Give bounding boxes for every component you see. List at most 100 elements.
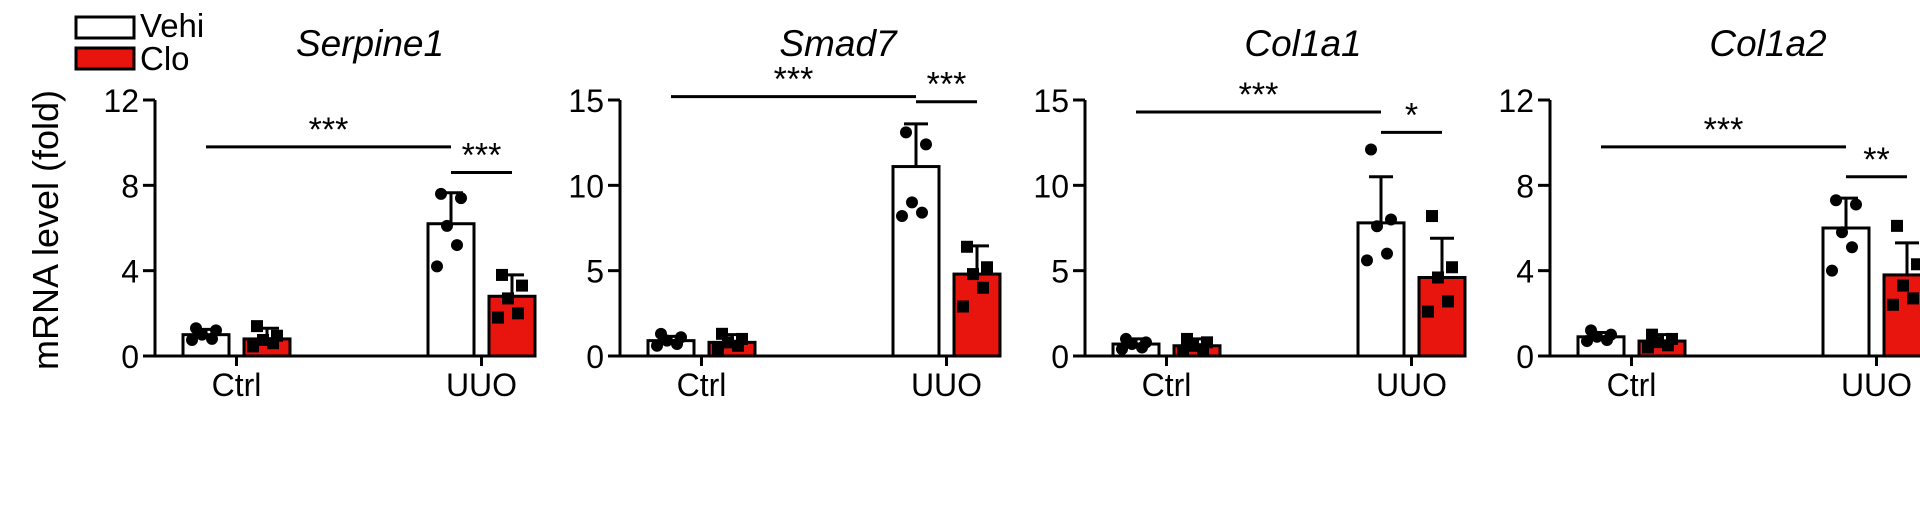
y-tick-label: 12 <box>1498 83 1534 119</box>
y-tick-label: 10 <box>568 168 604 204</box>
data-point <box>977 281 989 294</box>
data-point <box>1581 335 1593 348</box>
significance-label: *** <box>462 137 502 175</box>
legend-swatch-vehi <box>74 15 136 40</box>
data-point <box>1365 143 1377 156</box>
chart-panel-2: Smad7 0 5 10 15 Ctrl UUO *** *** <box>568 23 1002 403</box>
data-point <box>1422 305 1434 318</box>
data-point <box>1601 334 1613 346</box>
y-tick-label: 5 <box>586 254 604 290</box>
data-point <box>916 206 928 219</box>
data-point <box>1116 343 1128 356</box>
chart-title: Col1a1 <box>1244 23 1361 64</box>
data-point <box>1426 210 1438 223</box>
bar-clo <box>487 294 537 358</box>
data-point <box>251 320 263 333</box>
legend: Vehi Clo <box>74 7 204 77</box>
chart-title: Serpine1 <box>296 23 444 64</box>
y-tick-label: 15 <box>568 83 604 119</box>
y-tick-label: 10 <box>1033 168 1069 204</box>
y-tick-label: 0 <box>1516 339 1534 375</box>
data-point <box>967 268 979 281</box>
data-point <box>1126 338 1138 351</box>
significance-label: *** <box>774 61 814 99</box>
data-point <box>247 340 259 353</box>
y-tick-label: 12 <box>103 83 139 119</box>
data-point <box>431 260 443 273</box>
data-point <box>451 239 463 252</box>
data-point <box>441 219 453 232</box>
data-point <box>712 343 724 356</box>
data-point <box>492 311 504 324</box>
y-tick-label: 4 <box>1516 254 1534 290</box>
data-point <box>196 328 208 341</box>
legend-swatch-clo <box>74 46 136 71</box>
data-point <box>1432 271 1444 284</box>
y-tick-label: 15 <box>1033 83 1069 119</box>
chart-title: Smad7 <box>779 23 898 64</box>
x-tick-label: UUO <box>1376 367 1447 403</box>
data-point <box>186 334 198 346</box>
data-point <box>1385 213 1397 226</box>
significance-label: * <box>1405 96 1418 134</box>
significance-label: *** <box>1704 111 1744 149</box>
data-point <box>1591 330 1603 343</box>
bar-vehi <box>1821 226 1871 358</box>
data-point <box>671 338 683 351</box>
y-tick-label: 5 <box>1051 254 1069 290</box>
data-point <box>435 187 447 200</box>
data-point <box>1850 198 1862 211</box>
y-tick-label: 0 <box>121 339 139 375</box>
data-point <box>1887 298 1899 311</box>
data-point <box>1836 226 1848 239</box>
data-point <box>1652 336 1664 349</box>
data-point <box>920 138 932 151</box>
data-point <box>722 336 734 349</box>
data-point <box>651 339 663 352</box>
x-tick-label: UUO <box>1841 367 1912 403</box>
y-tick-label: 8 <box>121 168 139 204</box>
data-point <box>1662 339 1674 352</box>
legend-label-vehi: Vehi <box>140 7 204 44</box>
x-tick-label: Ctrl <box>677 367 727 403</box>
chart-panel-1: Serpine1 0 4 8 12 Ctrl UUO *** *** <box>103 23 537 403</box>
data-point <box>1846 241 1858 254</box>
x-tick-label: Ctrl <box>212 367 262 403</box>
data-point <box>1642 341 1654 354</box>
data-point <box>1381 247 1393 260</box>
data-point <box>1446 261 1458 274</box>
y-tick-label: 8 <box>1516 168 1534 204</box>
bar-vehi <box>426 222 476 358</box>
data-point <box>512 307 524 320</box>
data-point <box>267 337 279 350</box>
significance-label: *** <box>927 66 967 104</box>
bar-vehi <box>891 165 941 358</box>
data-point <box>906 196 918 209</box>
data-point <box>1442 295 1454 308</box>
data-point <box>455 192 467 205</box>
data-point <box>1187 339 1199 352</box>
data-point <box>900 126 912 139</box>
data-point <box>206 332 218 345</box>
significance-label: *** <box>309 111 349 149</box>
data-point <box>896 210 908 223</box>
data-point <box>516 279 528 292</box>
data-point <box>1891 219 1903 232</box>
y-axis-label: mRNA level (fold) <box>25 90 66 370</box>
bar-vehi <box>1356 221 1406 358</box>
y-tick-label: 4 <box>121 254 139 290</box>
data-point <box>957 300 969 313</box>
data-point <box>1197 343 1209 356</box>
legend-label-clo: Clo <box>140 40 190 77</box>
x-tick-label: Ctrl <box>1607 367 1657 403</box>
data-point <box>1371 220 1383 233</box>
data-point <box>732 339 744 352</box>
data-point <box>257 334 269 346</box>
significance-label: ** <box>1863 141 1889 179</box>
data-point <box>502 292 514 305</box>
data-point <box>961 240 973 253</box>
data-point <box>1911 258 1920 271</box>
data-point <box>1361 254 1373 267</box>
